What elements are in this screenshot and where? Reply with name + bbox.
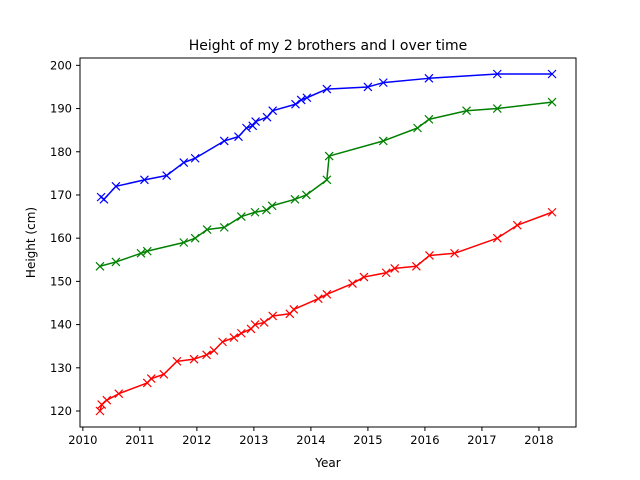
series-1-marker-2 xyxy=(136,248,146,258)
series-0-marker-15 xyxy=(296,95,306,105)
series-0-marker-18 xyxy=(363,82,373,92)
series-0-marker-8 xyxy=(234,132,243,142)
series-2-marker-2 xyxy=(102,395,112,405)
chart-title: Height of my 2 brothers and I over time xyxy=(189,38,467,54)
series-2-marker-16 xyxy=(259,318,269,327)
x-tick-label-1: 2011 xyxy=(125,433,154,447)
y-axis: 120 130 140 150 160 170 180 190 200 xyxy=(50,58,80,418)
y-tick-label-6: 180 xyxy=(50,145,72,159)
series-2-marker-8 xyxy=(189,354,199,364)
y-tick-label-3: 150 xyxy=(50,274,72,288)
series-0-marker-2 xyxy=(111,181,121,191)
series-2-marker-19 xyxy=(289,305,299,314)
series-1-marker-6 xyxy=(202,225,212,234)
series-0-marker-20 xyxy=(424,73,434,83)
series-0-marker-3 xyxy=(139,175,149,185)
series-1-marker-13 xyxy=(301,190,311,200)
x-tick-label-5: 2015 xyxy=(353,433,382,447)
x-axis: 2010 2011 2012 2013 2014 2015 2016 2017 2018 xyxy=(68,427,554,447)
x-tick-label-4: 2014 xyxy=(296,433,325,447)
series-0-marker-4 xyxy=(162,171,172,180)
series-2-marker-12 xyxy=(229,333,239,342)
plot-area xyxy=(95,69,557,416)
series-0-marker-13 xyxy=(268,106,278,116)
series-0-marker-19 xyxy=(378,78,388,88)
y-tick-label-7: 190 xyxy=(50,102,72,116)
x-axis-label: Year xyxy=(314,456,340,470)
series-1-marker-21 xyxy=(547,97,557,107)
series-2-marker-7 xyxy=(172,356,182,366)
axes-frame xyxy=(79,57,577,428)
series-2-marker-22 xyxy=(348,279,357,288)
x-tick-label-8: 2018 xyxy=(524,433,553,447)
y-tick-label-0: 120 xyxy=(50,404,72,418)
series-2-marker-17 xyxy=(268,311,278,321)
series-2-marker-9 xyxy=(202,350,211,360)
series-1-marker-19 xyxy=(462,106,471,116)
series-2-marker-24 xyxy=(381,268,391,278)
y-tick-label-4: 160 xyxy=(50,231,72,245)
x-tick-label-0: 2010 xyxy=(68,433,97,447)
series-0-marker-1 xyxy=(99,194,109,204)
series-0-marker-10 xyxy=(248,121,258,131)
series-1-marker-10 xyxy=(262,205,271,215)
series-2-marker-31 xyxy=(547,207,557,217)
series-0-marker-9 xyxy=(242,123,251,133)
series-1-marker-7 xyxy=(219,222,229,232)
series-2-marker-6 xyxy=(159,369,169,379)
y-tick-label-5: 170 xyxy=(50,188,72,202)
series-1-marker-4 xyxy=(179,238,189,247)
series-2-marker-10 xyxy=(209,346,219,355)
y-tick-label-1: 130 xyxy=(50,361,72,375)
series-1-marker-5 xyxy=(190,233,200,243)
y-tick-label-2: 140 xyxy=(50,318,72,332)
series-2-marker-15 xyxy=(250,320,260,330)
series-1-marker-11 xyxy=(267,201,277,211)
series-1-marker-12 xyxy=(290,194,300,204)
x-tick-label-3: 2013 xyxy=(239,433,268,447)
series-0-marker-14 xyxy=(291,99,300,109)
series-2-marker-21 xyxy=(322,289,332,299)
series-2-marker-26 xyxy=(411,261,421,271)
series-2-marker-23 xyxy=(359,272,369,282)
series-2-marker-29 xyxy=(492,233,502,243)
series-1-marker-9 xyxy=(250,207,260,217)
x-tick-label-6: 2016 xyxy=(410,433,439,447)
series-0-marker-6 xyxy=(190,153,200,163)
series-1-marker-15 xyxy=(324,151,334,161)
series-1-marker-16 xyxy=(378,136,388,146)
series-0-marker-16 xyxy=(302,93,312,103)
y-tick-label-8: 200 xyxy=(50,58,72,72)
series-1-marker-3 xyxy=(142,246,152,256)
series-2-marker-11 xyxy=(218,337,227,347)
series-0-marker-11 xyxy=(251,117,261,126)
series-1-marker-20 xyxy=(492,104,502,113)
series-2-marker-3 xyxy=(114,389,124,399)
series-1-marker-14 xyxy=(322,175,332,185)
series-2-marker-13 xyxy=(236,328,246,338)
series-1-marker-1 xyxy=(111,257,121,267)
series-line-2 xyxy=(99,211,553,412)
series-2-marker-30 xyxy=(512,220,522,230)
series-0-marker-22 xyxy=(547,69,557,79)
series-2-marker-5 xyxy=(146,374,156,384)
series-0-marker-17 xyxy=(322,84,332,94)
series-2-marker-0 xyxy=(95,406,105,416)
series-0-marker-5 xyxy=(179,158,189,167)
series-2-marker-27 xyxy=(425,251,434,260)
series-1-marker-0 xyxy=(95,261,105,271)
y-axis-label: Height (cm) xyxy=(24,207,38,278)
series-2-marker-25 xyxy=(390,264,400,273)
series-2-marker-28 xyxy=(450,248,459,258)
series-1-marker-17 xyxy=(413,123,422,133)
series-1-marker-18 xyxy=(424,114,434,124)
series-0-marker-21 xyxy=(492,69,502,79)
series-1-marker-8 xyxy=(236,212,246,221)
series-2-marker-20 xyxy=(313,294,323,304)
series-0-marker-7 xyxy=(219,136,229,146)
x-tick-label-7: 2017 xyxy=(467,433,496,447)
x-tick-label-2: 2012 xyxy=(182,433,211,447)
